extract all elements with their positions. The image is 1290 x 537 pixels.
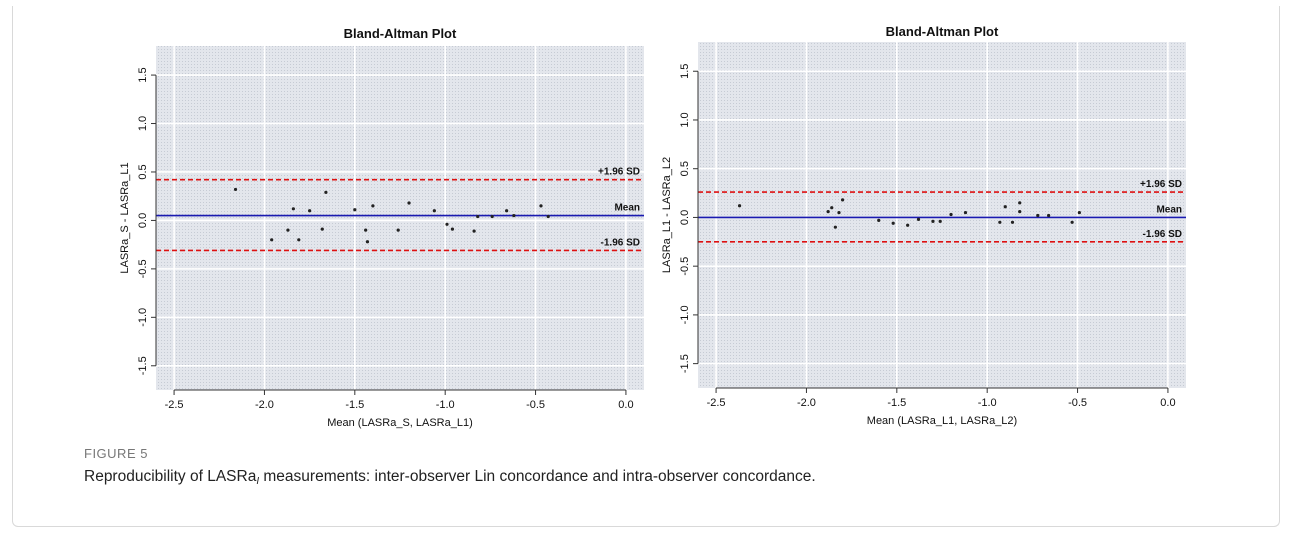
data-point-9 xyxy=(916,217,921,221)
y-tick-label-1: -1.0 xyxy=(137,308,149,327)
figure-frame xyxy=(12,6,1280,527)
caption-subscript: I xyxy=(256,476,260,487)
data-point-18 xyxy=(1018,201,1022,205)
y-tick-label-3: 0.0 xyxy=(679,210,691,225)
data-point-5 xyxy=(840,198,845,202)
data-point-8 xyxy=(906,223,910,227)
data-point-14 xyxy=(998,220,1002,224)
data-point-1 xyxy=(826,209,830,214)
lower-limit-label: -1.96 SD xyxy=(601,237,640,248)
y-axis-label: LASRa_S - LASRa_L1 xyxy=(119,162,131,273)
data-point-8 xyxy=(353,208,357,212)
data-point-2 xyxy=(286,228,290,232)
caption-part-2: measurements: inter-observer Lin concord… xyxy=(259,468,816,485)
data-point-22 xyxy=(1077,210,1081,215)
data-point-3 xyxy=(833,225,837,229)
data-point-2 xyxy=(830,206,834,210)
data-point-11 xyxy=(938,219,942,223)
plot-area xyxy=(698,42,1186,388)
x-axis-label: Mean (LASRa_L1, LASRa_L2) xyxy=(867,415,1017,427)
mean-label: Mean xyxy=(1156,204,1182,215)
x-tick-label-3: -1.0 xyxy=(436,399,455,411)
y-tick-label-6: 1.5 xyxy=(137,67,149,82)
y-tick-label-2: -0.5 xyxy=(679,257,691,276)
x-tick-label-3: -1.0 xyxy=(978,397,997,409)
x-tick-label-4: -0.5 xyxy=(526,399,545,411)
data-point-12 xyxy=(949,212,953,217)
data-point-3 xyxy=(291,207,295,211)
chart-title: Bland-Altman Plot xyxy=(344,26,457,41)
data-point-15 xyxy=(445,222,449,226)
bland-altman-plot-right: Bland-Altman Plot +1.96 SD Mean -1.96 SD -… xyxy=(661,24,1186,427)
data-point-7 xyxy=(324,190,328,194)
data-point-0 xyxy=(737,204,742,208)
data-point-10 xyxy=(931,219,935,223)
data-point-17 xyxy=(472,229,476,233)
data-point-19 xyxy=(1036,213,1040,218)
y-tick-label-0: -1.5 xyxy=(679,354,691,373)
data-point-4 xyxy=(837,210,841,215)
data-point-22 xyxy=(539,204,543,208)
data-point-5 xyxy=(308,209,312,213)
y-tick-label-1: -1.0 xyxy=(679,305,691,324)
data-point-1 xyxy=(270,238,274,242)
x-tick-label-5: 0.0 xyxy=(618,399,633,411)
y-tick-label-5: 1.0 xyxy=(137,116,149,131)
data-point-6 xyxy=(320,227,324,231)
x-tick-label-5: 0.0 xyxy=(1160,397,1175,409)
data-point-14 xyxy=(432,209,436,213)
upper-limit-label: +1.96 SD xyxy=(1140,179,1182,190)
data-point-13 xyxy=(963,210,968,215)
y-tick-label-6: 1.5 xyxy=(679,64,691,79)
data-point-21 xyxy=(1070,220,1074,224)
x-tick-label-4: -0.5 xyxy=(1068,397,1087,409)
y-tick-label-2: -0.5 xyxy=(137,259,149,278)
mean-label: Mean xyxy=(614,203,640,214)
data-point-23 xyxy=(546,214,550,219)
data-point-17 xyxy=(1018,209,1022,214)
upper-limit-label: +1.96 SD xyxy=(598,167,640,178)
x-tick-label-1: -2.0 xyxy=(797,397,816,409)
data-point-13 xyxy=(407,201,411,205)
data-point-15 xyxy=(1003,205,1007,209)
figure-label: FIGURE 5 xyxy=(84,446,148,461)
y-tick-label-5: 1.0 xyxy=(679,112,691,127)
x-tick-label-2: -1.5 xyxy=(887,397,906,409)
x-axis-label: Mean (LASRa_S, LASRa_L1) xyxy=(327,417,473,429)
data-point-19 xyxy=(490,214,494,219)
x-tick-label-1: -2.0 xyxy=(255,399,274,411)
data-point-20 xyxy=(1047,213,1051,218)
figure-caption: Reproducibility of LASRaI measurements: … xyxy=(84,468,816,487)
data-point-18 xyxy=(476,214,480,219)
data-point-21 xyxy=(512,213,516,218)
data-point-7 xyxy=(891,221,895,225)
data-point-16 xyxy=(450,227,455,231)
bland-altman-plot-left: Bland-Altman Plot +1.96 SD Mean -1.96 SD -… xyxy=(119,26,644,429)
data-point-16 xyxy=(1010,220,1015,224)
chart-title: Bland-Altman Plot xyxy=(886,24,999,39)
data-point-11 xyxy=(371,204,375,208)
y-tick-label-0: -1.5 xyxy=(137,356,149,375)
y-axis-label: LASRa_L1 - LASRa_L2 xyxy=(661,157,673,273)
x-tick-label-0: -2.5 xyxy=(707,397,726,409)
data-point-0 xyxy=(233,187,238,192)
x-tick-label-2: -1.5 xyxy=(345,399,364,411)
data-point-6 xyxy=(877,218,881,222)
data-point-9 xyxy=(364,228,368,232)
y-tick-label-3: 0.0 xyxy=(137,213,149,228)
data-point-4 xyxy=(297,238,301,242)
data-point-12 xyxy=(396,228,400,232)
lower-limit-label: -1.96 SD xyxy=(1143,229,1182,240)
plot-area xyxy=(156,46,644,390)
data-point-20 xyxy=(505,209,509,213)
y-tick-label-4: 0.5 xyxy=(679,161,691,176)
y-tick-label-4: 0.5 xyxy=(137,164,149,179)
x-tick-label-0: -2.5 xyxy=(165,399,184,411)
caption-part-1: Reproducibility of LASRa xyxy=(84,468,257,485)
data-point-10 xyxy=(365,240,370,244)
